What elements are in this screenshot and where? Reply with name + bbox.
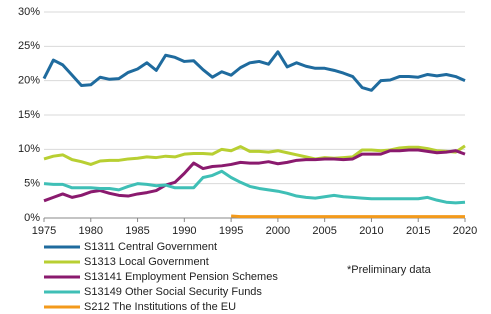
x-tick-label: 2015: [406, 225, 430, 237]
y-tick-label: 5%: [24, 178, 40, 190]
y-tick-label: 15%: [18, 109, 40, 121]
x-tick-label: 2020: [453, 225, 477, 237]
x-tick-label: 2005: [312, 225, 336, 237]
x-tick-label: 1990: [172, 225, 196, 237]
x-tick-label: 1980: [79, 225, 103, 237]
legend-label: S13149 Other Social Security Funds: [84, 286, 262, 298]
x-tick-label: 1985: [125, 225, 149, 237]
x-tick-label: 2010: [359, 225, 383, 237]
series-line: [43, 148, 466, 203]
y-tick-label: 0%: [24, 212, 40, 224]
y-tick-label: 25%: [18, 40, 40, 52]
legend-label: S1313 Local Government: [84, 256, 209, 268]
legend-label: S1311 Central Government: [84, 241, 217, 253]
x-tick-label: 2000: [266, 225, 290, 237]
series-line: [230, 214, 465, 219]
y-tick-label: 30%: [18, 6, 40, 18]
series-line: [43, 169, 466, 205]
x-tick-label: 1995: [219, 225, 243, 237]
series-line: [42, 50, 466, 92]
legend-label: S212 The Institutions of the EU: [84, 301, 236, 313]
annotation: *Preliminary data: [347, 264, 432, 276]
legend-label: S13141 Employment Pension Schemes: [84, 271, 278, 283]
x-tick-label: 1975: [32, 225, 56, 237]
series-line: [43, 144, 466, 166]
y-tick-label: 20%: [18, 75, 40, 87]
y-tick-label: 10%: [18, 143, 40, 155]
